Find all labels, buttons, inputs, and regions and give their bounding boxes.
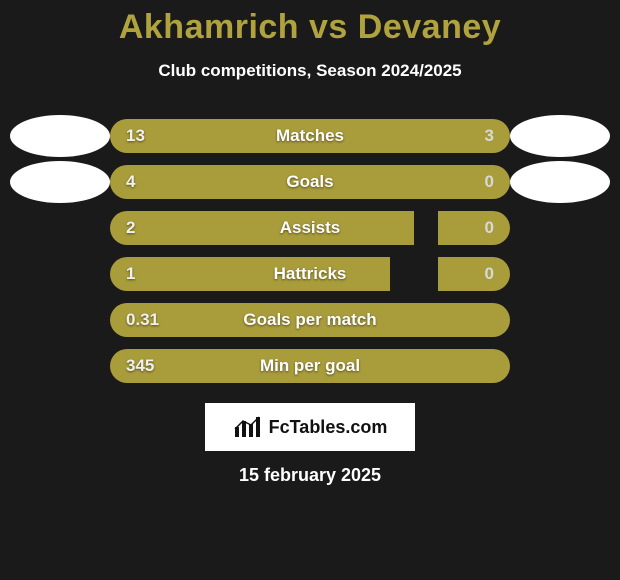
value-left: 1	[126, 264, 135, 284]
bar-left: 0.31	[110, 303, 438, 337]
bar-right: 0	[438, 211, 510, 245]
chart-icon	[233, 415, 263, 439]
bar-wrap: 20Assists	[110, 211, 510, 245]
stat-row: 20Assists	[0, 211, 620, 245]
bar-right: 3	[398, 119, 510, 153]
stat-row: 345Min per goal	[0, 349, 620, 383]
player-avatar-left	[10, 161, 110, 203]
bar-right: 0	[438, 165, 510, 199]
stat-row: 10Hattricks	[0, 257, 620, 291]
player-avatar-right	[510, 161, 610, 203]
brand-badge: FcTables.com	[205, 403, 415, 451]
bar-wrap: 133Matches	[110, 119, 510, 153]
value-left: 13	[126, 126, 145, 146]
stat-row: 40Goals	[0, 165, 620, 199]
bar-left: 1	[110, 257, 390, 291]
player-avatar-left	[10, 115, 110, 157]
bar-left: 13	[110, 119, 398, 153]
value-left: 345	[126, 356, 154, 376]
bar-wrap: 10Hattricks	[110, 257, 510, 291]
bar-left: 345	[110, 349, 438, 383]
bar-right	[438, 303, 510, 337]
bar-right: 0	[438, 257, 510, 291]
bar-right	[438, 349, 510, 383]
value-right: 3	[485, 126, 494, 146]
bar-wrap: 0.31Goals per match	[110, 303, 510, 337]
bar-left: 4	[110, 165, 438, 199]
page-title: Akhamrich vs Devaney	[0, 8, 620, 47]
bar-wrap: 40Goals	[110, 165, 510, 199]
bar-wrap: 345Min per goal	[110, 349, 510, 383]
value-right: 0	[485, 264, 494, 284]
stat-rows: 133Matches40Goals20Assists10Hattricks0.3…	[0, 119, 620, 383]
brand-text: FcTables.com	[269, 417, 388, 438]
bar-left: 2	[110, 211, 414, 245]
stat-row: 133Matches	[0, 119, 620, 153]
value-left: 0.31	[126, 310, 159, 330]
page-subtitle: Club competitions, Season 2024/2025	[0, 61, 620, 81]
player-avatar-right	[510, 115, 610, 157]
value-right: 0	[485, 218, 494, 238]
value-left: 2	[126, 218, 135, 238]
stat-row: 0.31Goals per match	[0, 303, 620, 337]
footer-date: 15 february 2025	[0, 465, 620, 486]
value-right: 0	[485, 172, 494, 192]
value-left: 4	[126, 172, 135, 192]
comparison-infographic: Akhamrich vs Devaney Club competitions, …	[0, 0, 620, 580]
